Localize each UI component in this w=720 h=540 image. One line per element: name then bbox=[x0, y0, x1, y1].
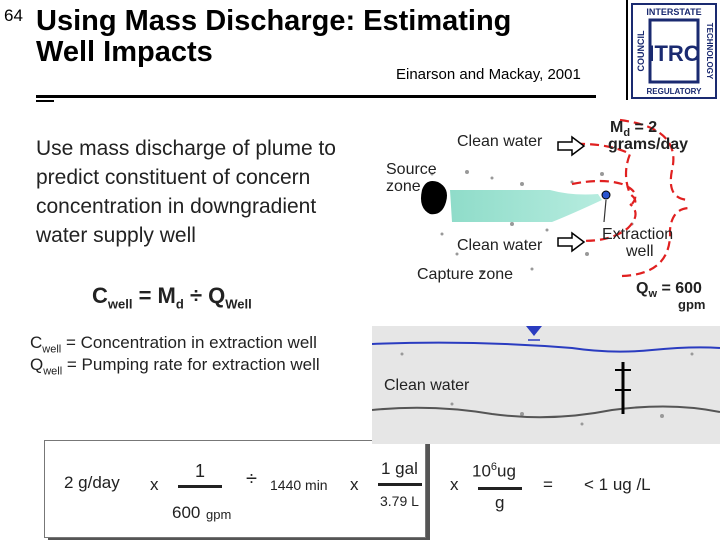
calc-liters: 3.79 L bbox=[380, 493, 419, 509]
formula-eq: = M bbox=[132, 283, 176, 308]
arrow-clean-water-top bbox=[557, 135, 586, 157]
calc-minutes: 1440 min bbox=[270, 477, 328, 493]
citation: Einarson and Mackay, 2001 bbox=[396, 66, 581, 83]
formula-c: C bbox=[92, 283, 108, 308]
contaminant-plume bbox=[450, 190, 602, 222]
extraction-well-section bbox=[615, 362, 631, 414]
label-capture-zone: Capture zone bbox=[417, 266, 513, 283]
label-clean-water-top: Clean water bbox=[457, 133, 543, 150]
label-clean-water-bottom: Clean water bbox=[384, 377, 470, 394]
calc-g: g bbox=[495, 493, 505, 512]
calc-ug: ug bbox=[497, 461, 516, 481]
label-extraction: Extraction bbox=[602, 226, 673, 243]
def-text: = Concentration in extraction well bbox=[61, 333, 317, 352]
calc-result: < 1 ug /L bbox=[584, 475, 651, 494]
def-sub: well bbox=[43, 365, 63, 378]
qw-sub: w bbox=[647, 288, 657, 300]
label-md-units: grams/day bbox=[608, 136, 688, 153]
label-well: well bbox=[625, 243, 654, 260]
definition-qwell: Qwell = Pumping rate for extraction well bbox=[30, 354, 320, 382]
label-clean-water-mid: Clean water bbox=[457, 237, 543, 254]
source-zone-icon bbox=[421, 181, 447, 215]
md-value: = 2 bbox=[630, 119, 657, 136]
calc-ten: 10 bbox=[472, 461, 491, 481]
qw-value: = 600 bbox=[657, 280, 702, 297]
formula-m-sub: d bbox=[175, 296, 184, 312]
formula-q-sub: Well bbox=[225, 296, 252, 312]
arrow-clean-water-mid bbox=[557, 231, 586, 253]
body-paragraph: Use mass discharge of plume to predict c… bbox=[36, 137, 336, 247]
water-table-marker bbox=[526, 326, 542, 336]
formula-div: ÷ Q bbox=[183, 283, 226, 308]
md-sub: d bbox=[623, 127, 630, 139]
logo-left-text: COUNCIL bbox=[636, 30, 646, 71]
logo-divider bbox=[626, 0, 628, 100]
logo-top-text: INTERSTATE bbox=[646, 7, 701, 17]
logo-right-text: TECHNOLOGY bbox=[705, 23, 714, 80]
title-line-2: Well Impacts bbox=[36, 36, 213, 68]
extraction-well-plan bbox=[601, 190, 611, 223]
mass-discharge-formula: Cwell = Md ÷ QWell bbox=[92, 283, 252, 311]
calc-times-2: x bbox=[350, 475, 359, 494]
def-sub: well bbox=[42, 343, 62, 356]
def-symbol: C bbox=[30, 333, 43, 352]
formula-c-sub: well bbox=[107, 296, 133, 312]
flow-lines bbox=[561, 118, 691, 278]
label-md: Md = 2 bbox=[610, 119, 657, 139]
calc-gpm: gpm bbox=[206, 507, 232, 522]
title-line-1: Using Mass Discharge: Estimating bbox=[36, 5, 512, 37]
calc-term-2gday: 2 g/day bbox=[64, 473, 120, 492]
qw-symbol: Q bbox=[636, 280, 648, 297]
calc-600: 600 bbox=[172, 503, 201, 522]
calc-fraction-bar-3 bbox=[478, 487, 522, 490]
def-text: = Pumping rate for extraction well bbox=[62, 355, 320, 374]
label-qw-units: gpm bbox=[678, 297, 705, 312]
calc-times-1: x bbox=[150, 475, 159, 494]
md-symbol: M bbox=[610, 119, 623, 136]
definition-cwell: Cwell = Concentration in extraction well bbox=[30, 332, 317, 360]
label-source-zone-line2: zone bbox=[386, 178, 421, 195]
calc-fraction-bar-1 bbox=[178, 485, 222, 488]
calc-equals: = bbox=[543, 475, 553, 494]
aquifer-base bbox=[372, 405, 720, 419]
calc-divide: ÷ bbox=[246, 468, 257, 490]
logo-main-text: ITRC bbox=[648, 41, 699, 66]
cross-section-speckles bbox=[400, 352, 694, 426]
water-table-line bbox=[372, 341, 720, 353]
calc-ug-per-g: 106ug bbox=[472, 461, 516, 482]
title-rule-accent bbox=[36, 100, 54, 102]
calculation-box bbox=[44, 440, 426, 538]
label-qw: Qw = 600 bbox=[636, 280, 702, 300]
title-rule bbox=[36, 95, 596, 98]
calc-times-3: x bbox=[450, 475, 459, 494]
slide-number: 64 bbox=[4, 6, 23, 25]
plume-diagram: Clean water Source zone Clean water Capt… bbox=[372, 118, 720, 444]
calc-fraction-bar-2 bbox=[378, 483, 422, 486]
itrc-logo: ITRC INTERSTATE REGULATORY COUNCIL TECHN… bbox=[631, 3, 717, 99]
logo-bottom-text: REGULATORY bbox=[647, 87, 703, 96]
calc-exponent: 6 bbox=[490, 461, 498, 473]
def-symbol: Q bbox=[30, 355, 44, 374]
calc-numerator-1: 1 bbox=[195, 461, 206, 481]
label-source-zone-line1: Source bbox=[386, 161, 437, 178]
calc-gal: 1 gal bbox=[381, 459, 418, 478]
slide-title: Using Mass Discharge: Estimating Well Im… bbox=[36, 6, 511, 68]
